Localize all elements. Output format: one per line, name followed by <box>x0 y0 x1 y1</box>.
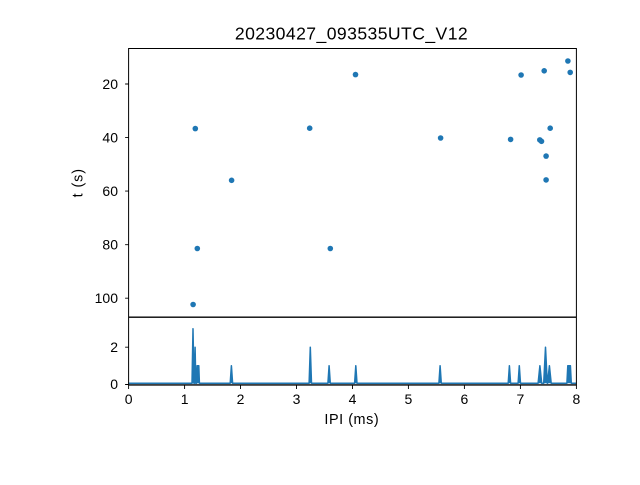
svg-text:8: 8 <box>573 391 581 407</box>
svg-text:2: 2 <box>237 391 245 407</box>
svg-text:0: 0 <box>110 376 118 392</box>
svg-text:80: 80 <box>102 237 118 253</box>
svg-text:3: 3 <box>293 391 301 407</box>
svg-text:2: 2 <box>110 339 118 355</box>
svg-text:5: 5 <box>405 391 413 407</box>
svg-text:4: 4 <box>349 391 357 407</box>
svg-text:6: 6 <box>461 391 469 407</box>
svg-text:t (s): t (s) <box>70 168 86 197</box>
svg-text:1: 1 <box>181 391 189 407</box>
svg-text:40: 40 <box>102 130 118 146</box>
svg-text:7: 7 <box>517 391 525 407</box>
svg-text:60: 60 <box>102 183 118 199</box>
svg-text:IPI (ms): IPI (ms) <box>324 412 379 428</box>
svg-text:0: 0 <box>125 391 133 407</box>
svg-text:20: 20 <box>102 76 118 92</box>
svg-text:20230427_093535UTC_V12: 20230427_093535UTC_V12 <box>235 24 468 45</box>
svg-text:100: 100 <box>95 290 119 306</box>
